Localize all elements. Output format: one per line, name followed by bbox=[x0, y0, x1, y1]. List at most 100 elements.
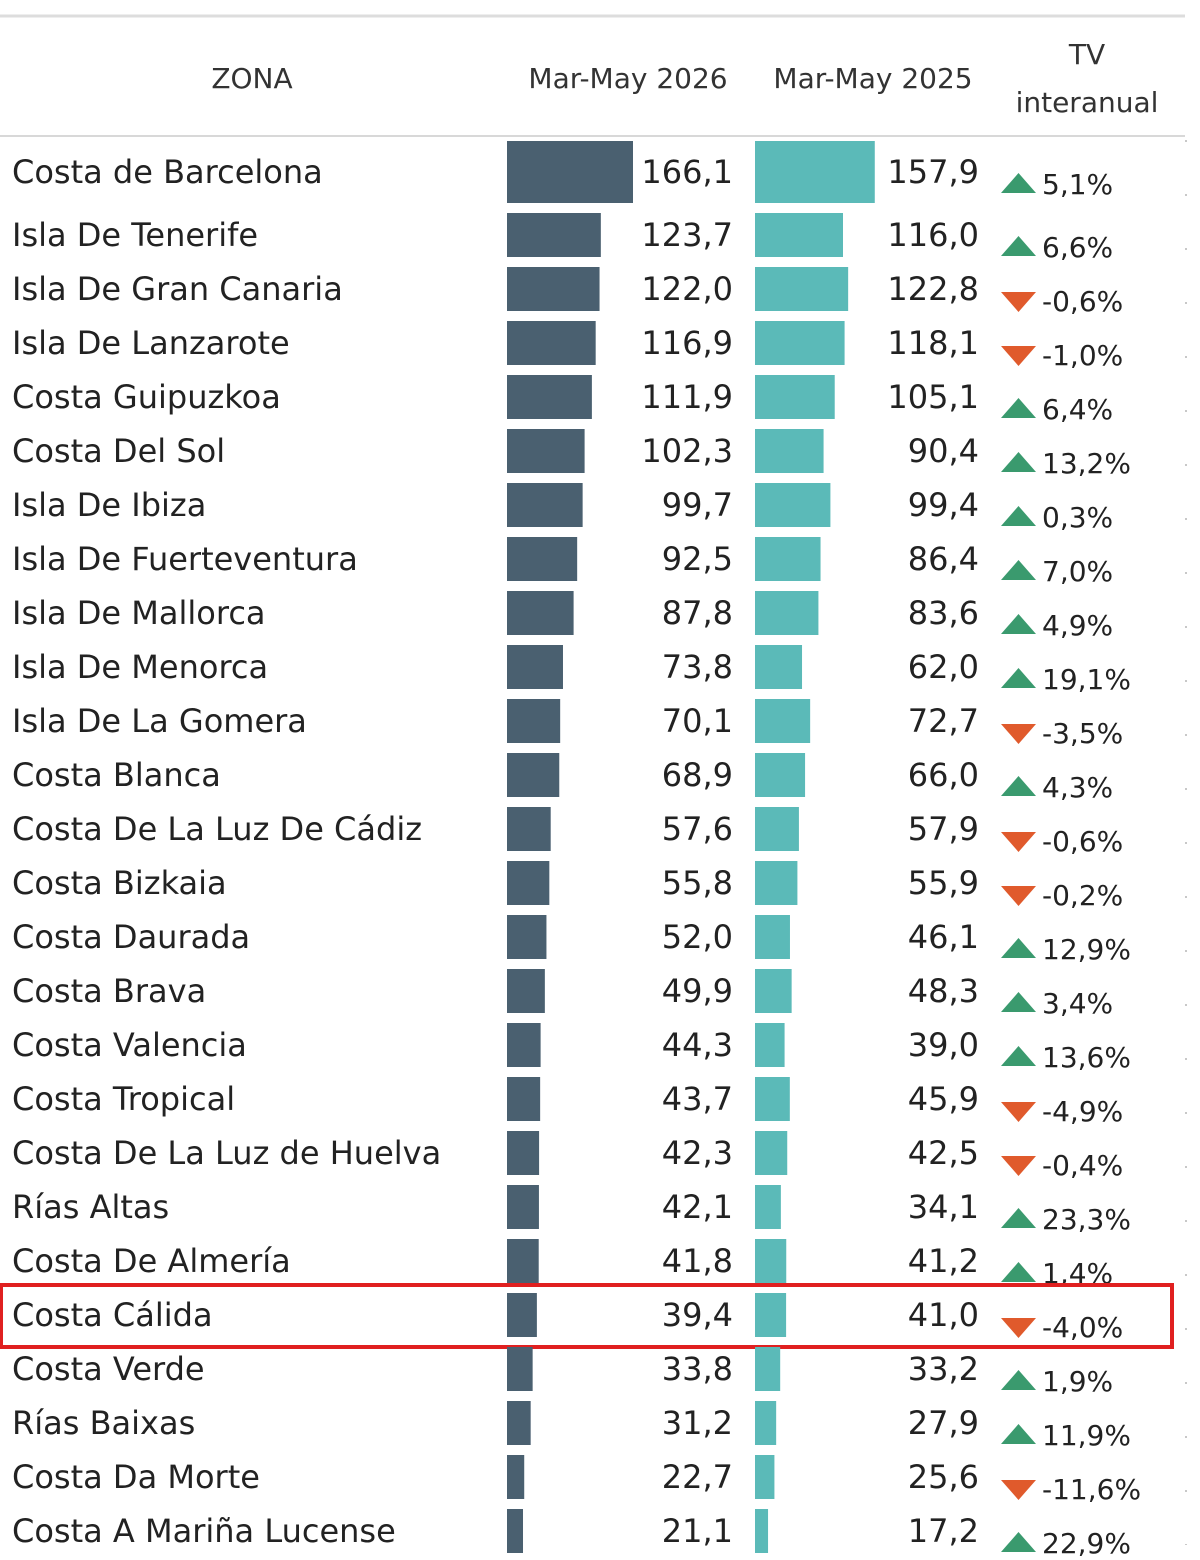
previous-bar bbox=[755, 969, 792, 1013]
zone-label: Costa De La Luz de Huelva bbox=[12, 1134, 441, 1172]
trend-up-icon bbox=[1001, 1424, 1036, 1444]
current-bar bbox=[507, 429, 585, 473]
trend-down-icon bbox=[1001, 346, 1036, 366]
current-value-label: 166,1 bbox=[641, 153, 733, 191]
change-label: 11,9% bbox=[1042, 1419, 1131, 1452]
zone-label: Costa Blanca bbox=[12, 756, 221, 794]
zone-label: Costa Valencia bbox=[12, 1026, 247, 1064]
trend-down-icon bbox=[1001, 1318, 1036, 1338]
header-change-line2: interanual bbox=[1016, 86, 1159, 119]
current-bar bbox=[507, 267, 600, 311]
change-label: -0,6% bbox=[1042, 825, 1123, 858]
table-row: Isla De Tenerife 123,7 116,0 6,6% bbox=[12, 213, 1113, 264]
current-bar bbox=[507, 141, 633, 203]
current-value-label: 111,9 bbox=[641, 378, 733, 416]
zone-label: Isla De Mallorca bbox=[12, 594, 266, 632]
current-bar bbox=[507, 1131, 540, 1175]
trend-up-icon bbox=[1001, 560, 1036, 580]
current-value-label: 92,5 bbox=[662, 540, 733, 578]
previous-bar bbox=[755, 591, 819, 635]
trend-down-icon bbox=[1001, 1156, 1036, 1176]
previous-bar bbox=[755, 537, 821, 581]
current-value-label: 57,6 bbox=[662, 810, 733, 848]
current-bar bbox=[507, 861, 550, 905]
previous-bar bbox=[755, 1239, 787, 1283]
current-bar bbox=[507, 321, 596, 365]
trend-up-icon bbox=[1001, 236, 1036, 256]
trend-down-icon bbox=[1001, 1480, 1036, 1500]
zone-label: Rías Baixas bbox=[12, 1404, 195, 1442]
table-row: Costa De Almería 41,8 41,2 1,4% bbox=[12, 1239, 1113, 1290]
trend-up-icon bbox=[1001, 452, 1036, 472]
trend-up-icon bbox=[1001, 1370, 1036, 1390]
current-bar bbox=[507, 1509, 524, 1553]
current-value-label: 44,3 bbox=[662, 1026, 733, 1064]
previous-value-label: 99,4 bbox=[908, 486, 979, 524]
previous-bar bbox=[755, 1455, 775, 1499]
change-label: -11,6% bbox=[1042, 1473, 1141, 1506]
change-label: 1,9% bbox=[1042, 1365, 1113, 1398]
current-value-label: 21,1 bbox=[662, 1512, 733, 1550]
zone-label: Costa Verde bbox=[12, 1350, 205, 1388]
previous-value-label: 83,6 bbox=[908, 594, 979, 632]
change-label: 4,3% bbox=[1042, 771, 1113, 804]
table-row: Costa Guipuzkoa 111,9 105,1 6,4% bbox=[12, 375, 1113, 426]
previous-bar bbox=[755, 915, 790, 959]
current-bar bbox=[507, 1293, 537, 1337]
trend-down-icon bbox=[1001, 292, 1036, 312]
previous-value-label: 57,9 bbox=[908, 810, 979, 848]
table-rows: Costa de Barcelona 166,1 157,9 5,1% Isla De … bbox=[0, 141, 1174, 1560]
previous-value-label: 66,0 bbox=[908, 756, 979, 794]
change-label: -0,6% bbox=[1042, 285, 1123, 318]
previous-bar bbox=[755, 141, 875, 203]
zone-label: Costa Guipuzkoa bbox=[12, 378, 281, 416]
current-bar bbox=[507, 1455, 525, 1499]
table-row: Costa A Mariña Lucense 21,1 17,2 22,9% bbox=[12, 1509, 1131, 1560]
trend-up-icon bbox=[1001, 1262, 1036, 1282]
current-value-label: 41,8 bbox=[662, 1242, 733, 1280]
trend-down-icon bbox=[1001, 1102, 1036, 1122]
zone-label: Costa Del Sol bbox=[12, 432, 225, 470]
previous-value-label: 42,5 bbox=[908, 1134, 979, 1172]
previous-value-label: 72,7 bbox=[908, 702, 979, 740]
previous-value-label: 105,1 bbox=[887, 378, 979, 416]
table-row: Costa Del Sol 102,3 90,4 13,2% bbox=[12, 429, 1131, 480]
table-row: Costa Brava 49,9 48,3 3,4% bbox=[12, 969, 1113, 1020]
table-row: Costa de Barcelona 166,1 157,9 5,1% bbox=[12, 141, 1113, 203]
trend-up-icon bbox=[1001, 506, 1036, 526]
trend-up-icon bbox=[1001, 938, 1036, 958]
current-value-label: 52,0 bbox=[662, 918, 733, 956]
current-bar bbox=[507, 1239, 539, 1283]
zone-label: Costa De La Luz De Cádiz bbox=[12, 810, 422, 848]
table-row: Rías Baixas 31,2 27,9 11,9% bbox=[12, 1401, 1131, 1452]
change-label: 5,1% bbox=[1042, 168, 1113, 201]
table-row: Costa Cálida 39,4 41,0 -4,0% bbox=[12, 1293, 1123, 1344]
current-bar bbox=[507, 1185, 539, 1229]
current-bar bbox=[507, 969, 545, 1013]
table-row: Isla De Ibiza 99,7 99,4 0,3% bbox=[12, 483, 1113, 534]
previous-bar bbox=[755, 699, 811, 743]
table-row: Isla De La Gomera 70,1 72,7 -3,5% bbox=[12, 699, 1123, 750]
table-row: Costa Bizkaia 55,8 55,9 -0,2% bbox=[12, 861, 1123, 912]
table-row: Isla De Mallorca 87,8 83,6 4,9% bbox=[12, 591, 1113, 642]
table-row: Isla De Fuerteventura 92,5 86,4 7,0% bbox=[12, 537, 1113, 588]
previous-value-label: 34,1 bbox=[908, 1188, 979, 1226]
previous-bar bbox=[755, 1401, 777, 1445]
previous-bar bbox=[755, 429, 824, 473]
trend-up-icon bbox=[1001, 1046, 1036, 1066]
table-row: Costa Tropical 43,7 45,9 -4,9% bbox=[12, 1077, 1123, 1128]
change-label: 3,4% bbox=[1042, 987, 1113, 1020]
change-label: -0,4% bbox=[1042, 1149, 1123, 1182]
zone-label: Isla De Gran Canaria bbox=[12, 270, 343, 308]
previous-value-label: 157,9 bbox=[887, 153, 979, 191]
header-previous: Mar-May 2025 bbox=[773, 62, 972, 95]
zone-label: Costa A Mariña Lucense bbox=[12, 1512, 396, 1550]
current-value-label: 22,7 bbox=[662, 1458, 733, 1496]
change-label: 12,9% bbox=[1042, 933, 1131, 966]
current-bar bbox=[507, 807, 551, 851]
zone-label: Costa De Almería bbox=[12, 1242, 291, 1280]
zone-label: Costa Daurada bbox=[12, 918, 250, 956]
current-value-label: 87,8 bbox=[662, 594, 733, 632]
header-change-line1: TV bbox=[1068, 38, 1105, 71]
